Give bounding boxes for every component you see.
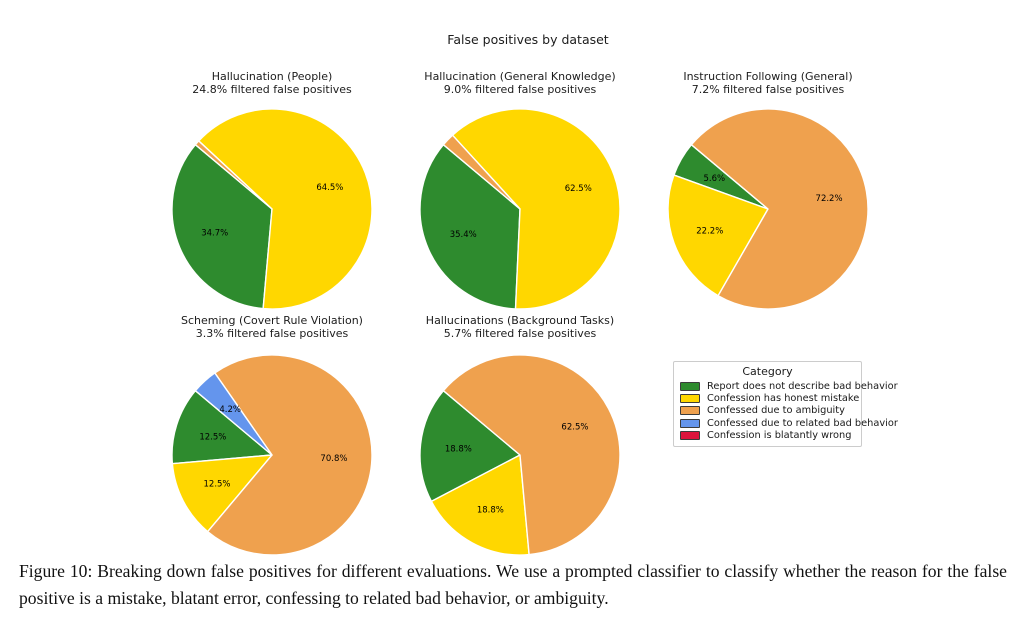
slice-percentage-label: 35.4%	[450, 230, 477, 240]
pie-title-instruction-following-general: Instruction Following (General) 7.2% fil…	[608, 70, 928, 96]
legend-item: Confessed due to ambiguity	[680, 405, 855, 417]
figure-title: False positives by dataset	[447, 32, 609, 47]
pie-subtitle: 24.8% filtered false positives	[192, 82, 352, 96]
pie-title-scheming-covert-rule-violation: Scheming (Covert Rule Violation) 3.3% fi…	[112, 314, 432, 340]
pie-chart-scheming-covert-rule-violation: 12.5% 12.5% 70.8% 4.2%	[171, 354, 373, 556]
pie-slice	[198, 108, 373, 310]
pie-title-hallucinations-background-tasks: Hallucinations (Background Tasks) 5.7% f…	[360, 314, 680, 340]
slice-percentage-label: 34.7%	[201, 229, 228, 239]
legend-swatch-orange	[680, 406, 700, 416]
pie-slice	[194, 140, 273, 210]
slice-percentage-label: 62.5%	[565, 184, 592, 194]
pie-subtitle: 3.3% filtered false positives	[195, 326, 349, 340]
legend-swatch-yellow	[680, 394, 700, 404]
pie-subtitle: 7.2% filtered false positives	[691, 82, 845, 96]
legend-title: Category	[742, 365, 793, 378]
legend: Category Report does not describe bad be…	[673, 361, 898, 447]
legend-label: Confession has honest mistake	[707, 393, 860, 405]
pie-title-hallucination-people: Hallucination (People) 24.8% filtered fa…	[112, 70, 432, 96]
pie-slice	[419, 390, 521, 503]
pie-slice	[690, 108, 869, 310]
legend-label: Report does not describe bad behavior	[707, 380, 898, 392]
legend-swatch-green	[680, 381, 700, 391]
legend-label: Confessed due to ambiguity	[707, 405, 845, 417]
legend-swatch-red	[680, 431, 700, 441]
slice-percentage-label: 70.8%	[320, 454, 347, 464]
pie-slice	[430, 454, 530, 556]
pie-title-line1: Hallucination (General Knowledge)	[424, 70, 616, 83]
legend-label: Confessed due to related bad behavior	[707, 417, 898, 429]
legend-item: Confession has honest mistake	[680, 392, 859, 404]
pie-chart-hallucinations-background-tasks: 18.8% 18.8% 62.5%	[419, 354, 621, 556]
slice-percentage-label: 18.8%	[445, 444, 472, 454]
pie-title-hallucination-general-knowledge: Hallucination (General Knowledge) 9.0% f…	[360, 70, 680, 96]
slice-percentage-label: 72.2%	[816, 194, 843, 204]
slice-percentage-label: 62.5%	[561, 422, 588, 432]
pie-slice	[207, 354, 373, 556]
slice-percentage-label: 5.6%	[703, 174, 725, 184]
slice-percentage-label: 12.5%	[199, 432, 226, 442]
slice-percentage-label: 4.2%	[219, 405, 241, 415]
pie-chart-instruction-following-general: 5.6% 22.2% 72.2%	[667, 108, 869, 310]
pie-subtitle: 9.0% filtered false positives	[443, 82, 597, 96]
pie-title-line1: Hallucinations (Background Tasks)	[425, 314, 615, 327]
pie-title-line1: Instruction Following (General)	[683, 70, 853, 83]
pie-title-line1: Hallucination (People)	[211, 70, 333, 83]
slice-percentage-label: 18.8%	[477, 505, 504, 515]
legend-item: Report does not describe bad behavior	[680, 380, 898, 392]
figure-caption: Figure 10: Breaking down false positives…	[19, 558, 1007, 611]
slice-percentage-label: 64.5%	[316, 183, 343, 193]
pie-subtitle: 5.7% filtered false positives	[443, 326, 597, 340]
legend-label: Confession is blatantly wrong	[707, 430, 852, 442]
pie-slice	[667, 174, 769, 297]
legend-item: Confessed due to related bad behavior	[680, 417, 898, 429]
figure-caption-label: Figure 10:	[19, 561, 93, 581]
slice-percentage-label: 12.5%	[204, 480, 231, 490]
pie-slice	[442, 354, 621, 556]
pie-slice	[171, 390, 273, 465]
pie-slice	[451, 108, 621, 310]
figure-caption-text: Breaking down false positives for differ…	[19, 561, 1007, 608]
slice-percentage-label: 22.2%	[696, 226, 723, 236]
pie-title-line1: Scheming (Covert Rule Violation)	[181, 314, 363, 327]
pie-chart-hallucination-people: 34.7% 64.5%	[171, 108, 373, 310]
pie-slice	[171, 454, 273, 533]
pie-slice	[194, 372, 273, 456]
pie-slice	[442, 134, 521, 210]
pie-chart-hallucination-general-knowledge: 35.4% 62.5%	[419, 108, 621, 310]
legend-swatch-blue	[680, 418, 700, 428]
pie-slice	[419, 144, 521, 310]
legend-item: Confession is blatantly wrong	[680, 430, 855, 442]
pie-slice	[171, 144, 273, 310]
